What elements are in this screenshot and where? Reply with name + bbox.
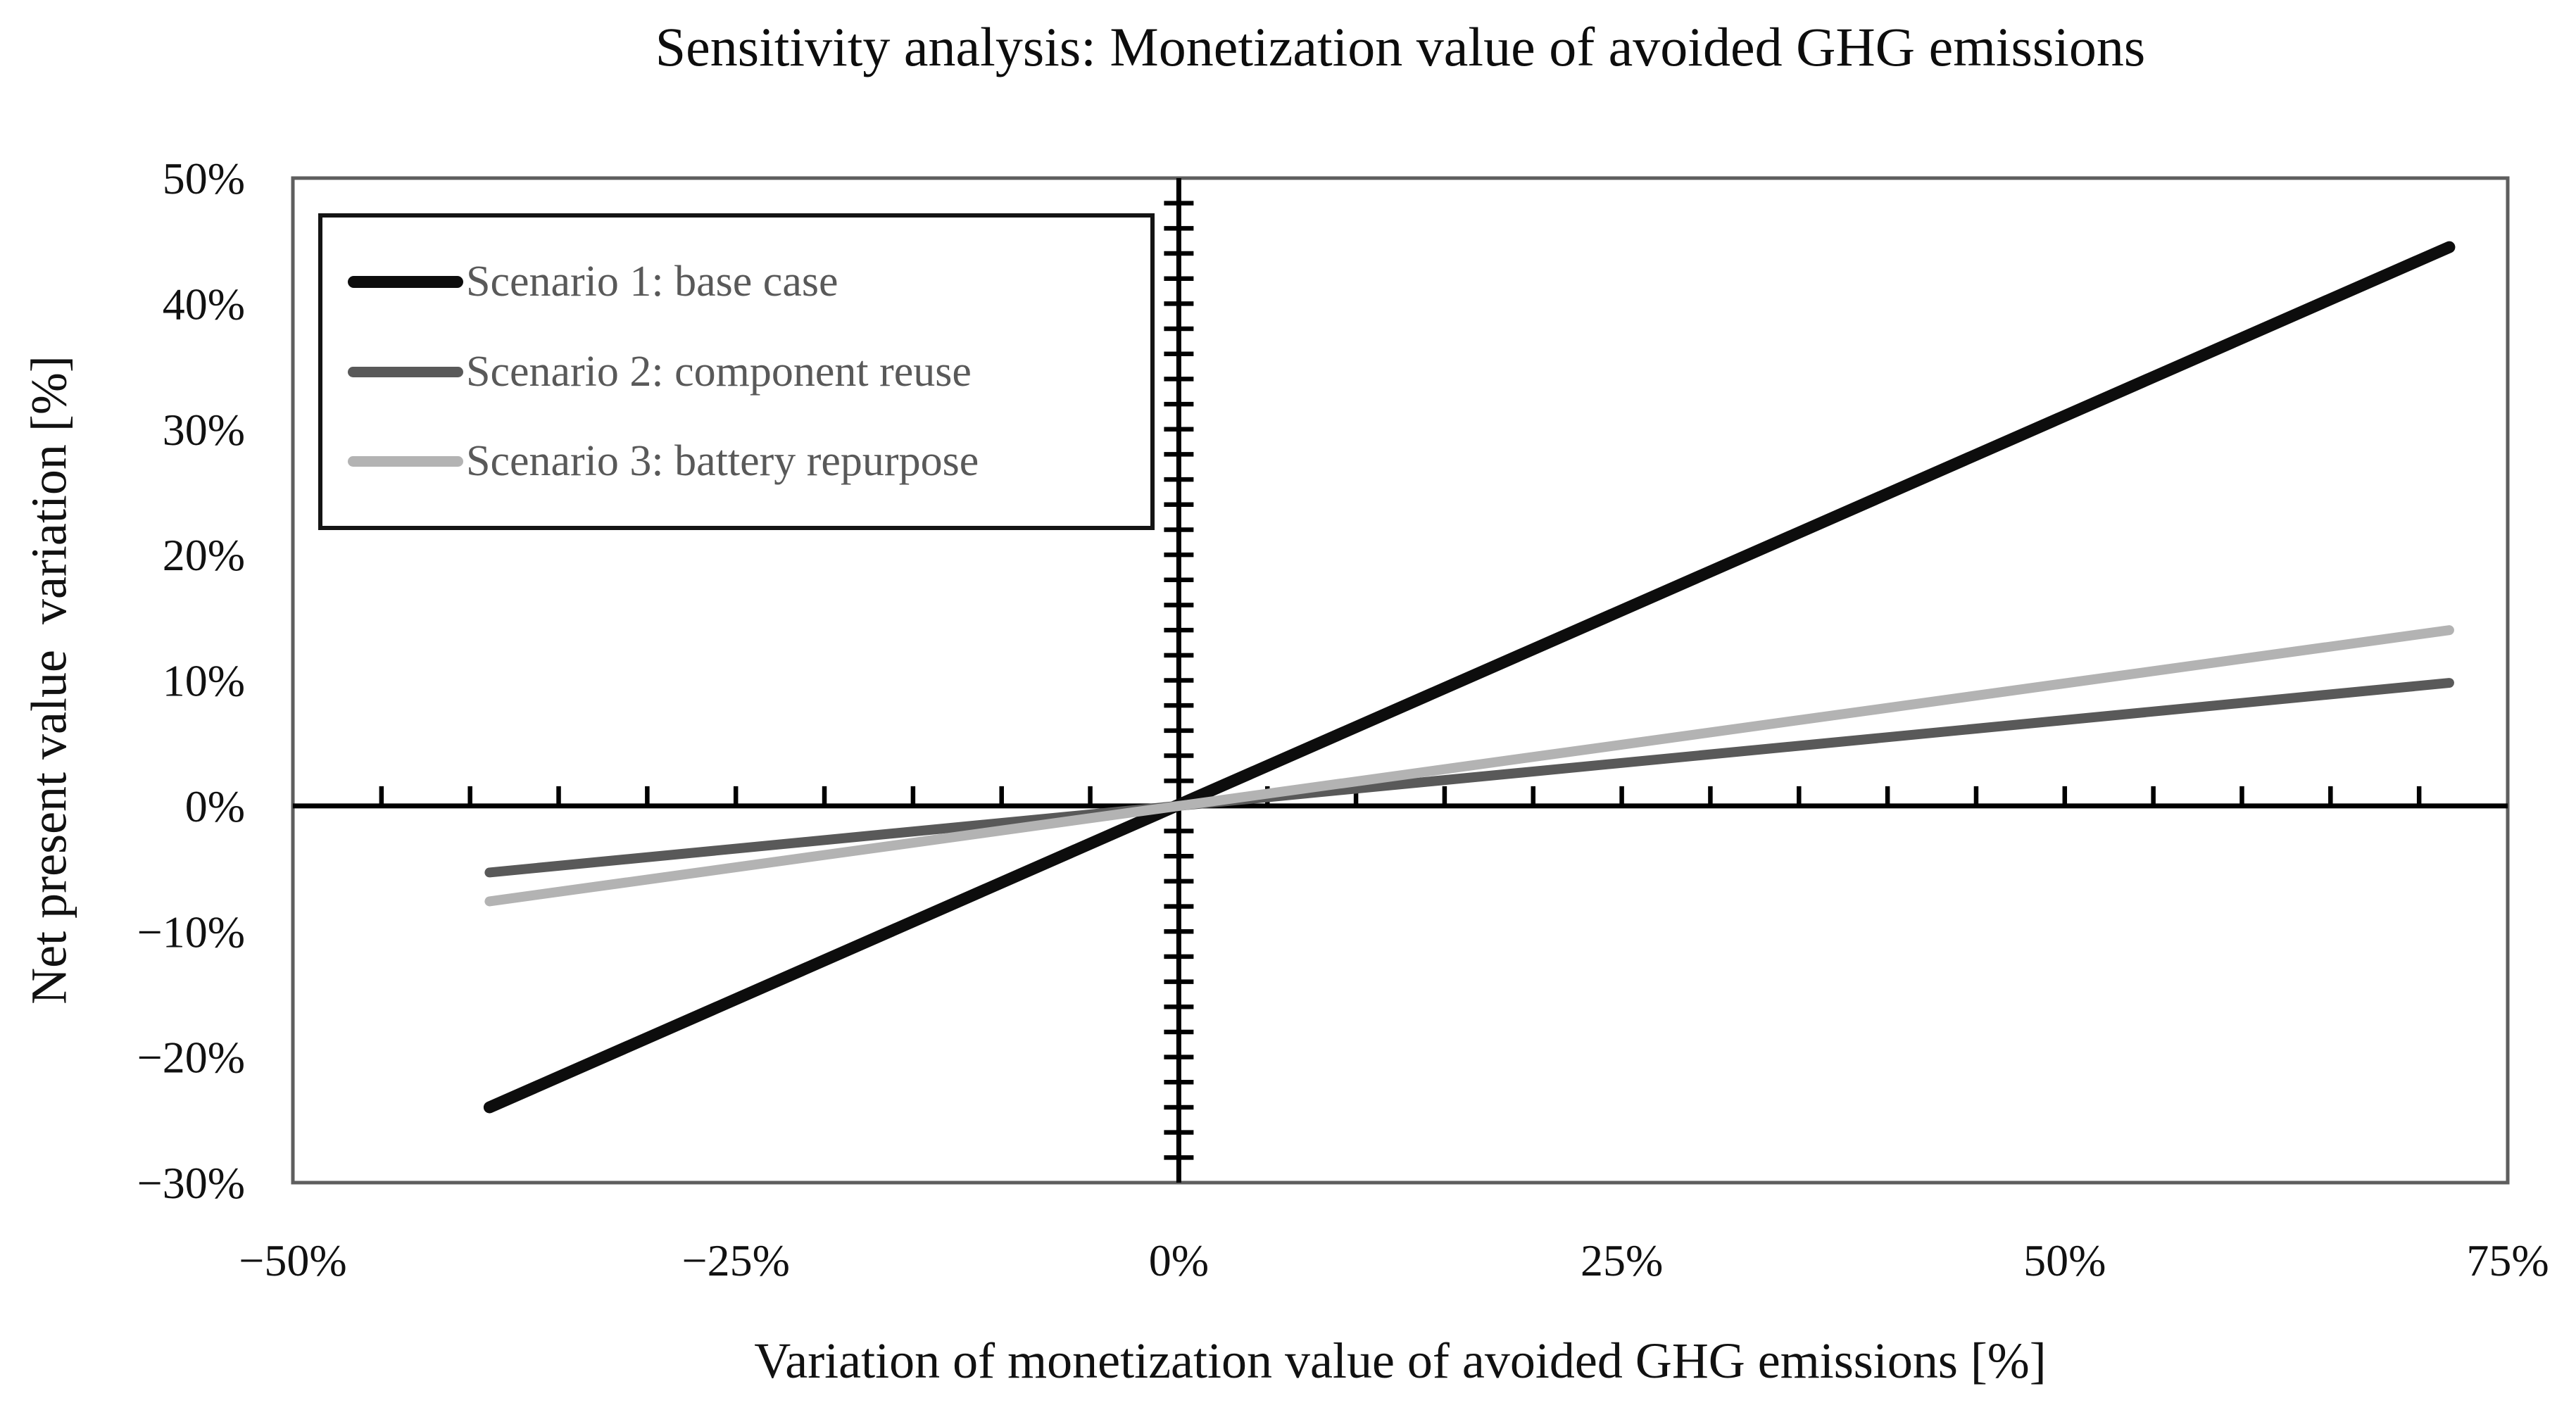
x-tick-label: 0% xyxy=(1149,1235,1209,1285)
legend-swatch-scenario-2 xyxy=(348,366,463,377)
x-tick-label: −50% xyxy=(239,1235,346,1285)
legend-swatch-scenario-1 xyxy=(348,276,463,289)
legend-swatch-scenario-3 xyxy=(348,455,463,467)
y-tick-label: −10% xyxy=(137,907,245,957)
legend-label-scenario-3: Scenario 3: battery repurpose xyxy=(466,436,979,485)
y-axis-title: Net present value variation [%] xyxy=(20,355,77,1005)
series-line-3 xyxy=(484,625,2454,907)
plot-border xyxy=(291,176,2510,1185)
y-tick-label: −20% xyxy=(137,1033,245,1083)
series-line-1 xyxy=(483,241,2456,1114)
x-tick-label: −25% xyxy=(681,1235,789,1285)
y-tick-label: 40% xyxy=(163,279,245,329)
legend-item-scenario-2: Scenario 2: component reuse xyxy=(348,347,1150,397)
legend-item-scenario-3: Scenario 3: battery repurpose xyxy=(348,436,1150,486)
series-line-2 xyxy=(484,678,2454,878)
legend-box: Scenario 1: base case Scenario 2: compon… xyxy=(318,213,1155,530)
legend-label-scenario-2: Scenario 2: component reuse xyxy=(466,347,972,396)
y-tick-label: −30% xyxy=(137,1158,245,1208)
y-tick-label: 20% xyxy=(163,530,245,580)
legend-item-scenario-1: Scenario 1: base case xyxy=(348,257,1150,307)
x-tick-label: 75% xyxy=(2466,1235,2549,1285)
y-tick-label: 0% xyxy=(185,781,245,831)
y-tick-label: 10% xyxy=(163,656,245,706)
x-tick-label: 25% xyxy=(1581,1235,1663,1285)
y-tick-label: 50% xyxy=(163,153,245,203)
x-axis-title: Variation of monetization value of avoid… xyxy=(754,1333,2047,1389)
chart-title: Sensitivity analysis: Monetization value… xyxy=(655,16,2146,77)
y-tick-label: 30% xyxy=(163,405,245,455)
x-tick-label: 50% xyxy=(2023,1235,2106,1285)
legend-label-scenario-1: Scenario 1: base case xyxy=(466,258,838,306)
